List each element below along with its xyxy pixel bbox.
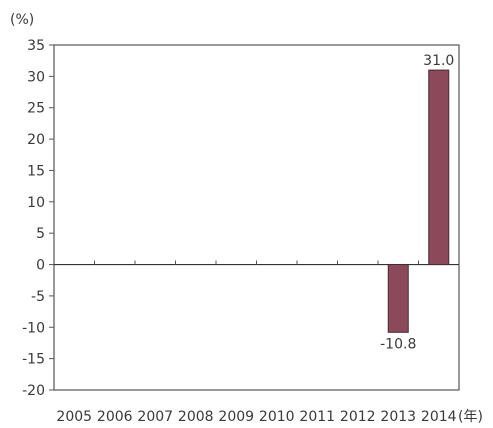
x-tick-label: 2012 (340, 409, 376, 425)
y-tick-label: -5 (31, 289, 45, 305)
x-tick-label: 2006 (97, 409, 133, 425)
x-unit-label: (年) (458, 409, 483, 425)
x-tick-label: 2005 (56, 409, 92, 425)
x-tick-label: 2007 (137, 409, 173, 425)
y-unit-label: (%) (10, 12, 34, 28)
y-tick-label: -20 (22, 383, 45, 399)
y-tick-label: 10 (27, 195, 45, 211)
y-tick-label: 0 (36, 258, 45, 274)
bar (428, 69, 450, 266)
x-tick-label: 2013 (380, 409, 416, 425)
y-tick-label: -10 (22, 320, 45, 336)
y-tick-label: 20 (27, 132, 45, 148)
y-tick-label: 15 (27, 163, 45, 179)
x-tick-label: 2014 (421, 409, 457, 425)
data-label: 31.0 (423, 53, 454, 69)
bar (387, 264, 409, 333)
y-tick-label: 25 (27, 101, 45, 117)
x-tick-label: 2010 (259, 409, 295, 425)
plot-frame (53, 44, 460, 391)
x-tick-label: 2008 (178, 409, 214, 425)
y-tick-label: -15 (22, 352, 45, 368)
y-tick-label: 5 (36, 226, 45, 242)
y-tick-label: 35 (27, 38, 45, 54)
data-label: -10.8 (380, 336, 416, 352)
x-tick-label: 2009 (218, 409, 254, 425)
x-tick-label: 2011 (299, 409, 335, 425)
plot-area: 35 30 25 20 15 10 5 0 -5 -10 -15 -20 2005 2006 2007 200… (22, 38, 460, 425)
y-tick-label: 30 (27, 69, 45, 85)
